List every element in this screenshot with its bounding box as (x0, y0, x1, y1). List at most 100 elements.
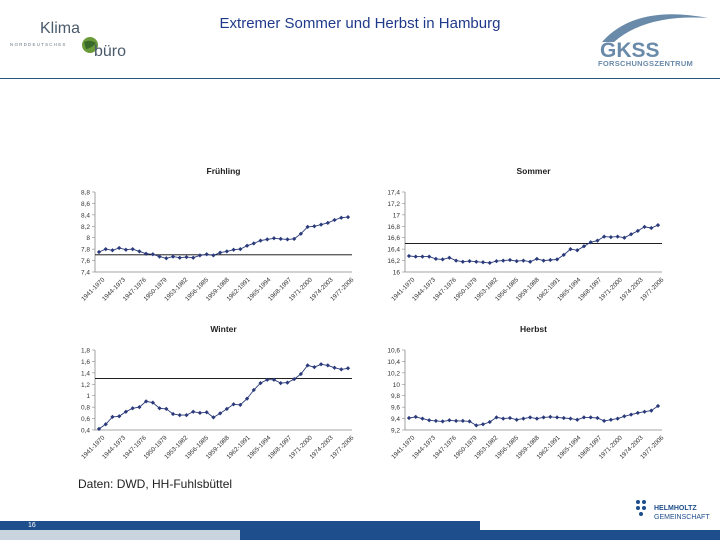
y-tick-label: 0,8 (81, 405, 90, 412)
data-point (244, 243, 250, 248)
gkss-logo-sub: FORSCHUNGSZENTRUM (598, 59, 693, 68)
data-point (608, 235, 614, 240)
data-point (440, 419, 445, 424)
data-point (218, 250, 223, 255)
data-point (298, 371, 304, 377)
data-point (622, 235, 627, 240)
data-point (581, 415, 587, 420)
chart-title: Frühling (207, 166, 241, 176)
data-point (420, 254, 425, 259)
data-point (649, 225, 654, 231)
data-point (123, 247, 129, 252)
gkss-logo: GKSS FORSCHUNGSZENTRUM (596, 8, 714, 68)
data-point (117, 245, 122, 251)
data-point (191, 409, 196, 414)
data-point (103, 422, 108, 427)
data-point (265, 377, 270, 382)
data-point (406, 415, 412, 421)
data-point (150, 252, 155, 257)
data-point (534, 416, 539, 421)
data-point (635, 410, 640, 415)
data-point (110, 414, 115, 419)
y-tick-label: 7,6 (81, 258, 90, 265)
data-point (184, 413, 189, 418)
page-number: 16 (28, 522, 36, 529)
y-tick-label: 16,4 (387, 247, 400, 254)
y-tick-label: 10 (393, 382, 401, 389)
chart-title: Herbst (520, 324, 547, 334)
data-point (137, 249, 142, 254)
data-point (238, 402, 243, 407)
data-point (177, 255, 182, 260)
helmholtz-emblem-icon (636, 500, 646, 516)
y-tick-label: 7,4 (81, 270, 90, 277)
data-point (204, 410, 209, 415)
data-point (615, 234, 620, 239)
klima-logo-line2: büro (94, 43, 126, 60)
klimabuero-logo: Klima NORDDEUTSCHES büro (8, 12, 128, 62)
data-point (339, 367, 344, 372)
data-point (278, 381, 283, 386)
data-point (420, 416, 425, 421)
data-point (622, 414, 627, 419)
data-point (554, 257, 560, 262)
data-point (480, 422, 486, 427)
data-point (184, 255, 189, 260)
data-point (453, 418, 459, 423)
data-point (474, 423, 479, 428)
data-point (507, 415, 513, 421)
gkss-swoosh-icon (602, 14, 708, 42)
data-point (96, 426, 102, 431)
helmholtz-logo: HELMHOLTZ GEMEINSCHAFT (632, 497, 718, 527)
data-point (271, 377, 277, 382)
data-point (96, 249, 102, 255)
data-point (244, 396, 250, 401)
y-tick-label: 1,4 (81, 370, 90, 377)
data-point (628, 232, 634, 237)
data-point (561, 252, 566, 257)
data-point (325, 363, 330, 368)
data-point (554, 415, 560, 420)
data-point (460, 259, 465, 264)
data-point (137, 405, 142, 410)
data-point (521, 258, 526, 263)
data-point (278, 236, 283, 241)
footer-bar-light (0, 530, 240, 540)
y-tick-label: 17,4 (387, 190, 400, 197)
data-point (164, 406, 169, 411)
y-tick-label: 0,6 (81, 416, 90, 423)
data-point (528, 415, 533, 420)
data-point (224, 249, 229, 254)
data-point (474, 259, 479, 264)
data-point (157, 254, 162, 259)
data-point (318, 222, 324, 227)
data-point (487, 260, 492, 265)
data-point (548, 414, 553, 419)
helmholtz-line2: GEMEINSCHAFT (654, 514, 710, 521)
data-point (271, 236, 277, 241)
data-point (305, 363, 310, 368)
data-source: Daten: DWD, HH-Fuhlsbüttel (78, 477, 233, 491)
data-point (285, 237, 290, 242)
data-point (123, 409, 129, 414)
series-line (408, 405, 659, 426)
data-point (427, 418, 432, 423)
data-point (642, 224, 647, 229)
footer-bar (0, 521, 480, 530)
data-point (581, 244, 587, 249)
y-tick-label: 1,6 (81, 359, 90, 366)
data-point (440, 257, 445, 262)
data-point (143, 399, 149, 404)
data-point (143, 251, 149, 256)
data-point (231, 402, 236, 407)
gkss-logo-name: GKSS (600, 39, 660, 62)
data-point (305, 224, 310, 229)
data-point (541, 415, 546, 420)
data-point (191, 255, 196, 260)
data-point (312, 365, 317, 370)
data-point (467, 259, 472, 264)
data-point (312, 224, 317, 229)
y-tick-label: 7,8 (81, 247, 90, 254)
data-point (575, 248, 580, 253)
series-line (408, 224, 659, 264)
